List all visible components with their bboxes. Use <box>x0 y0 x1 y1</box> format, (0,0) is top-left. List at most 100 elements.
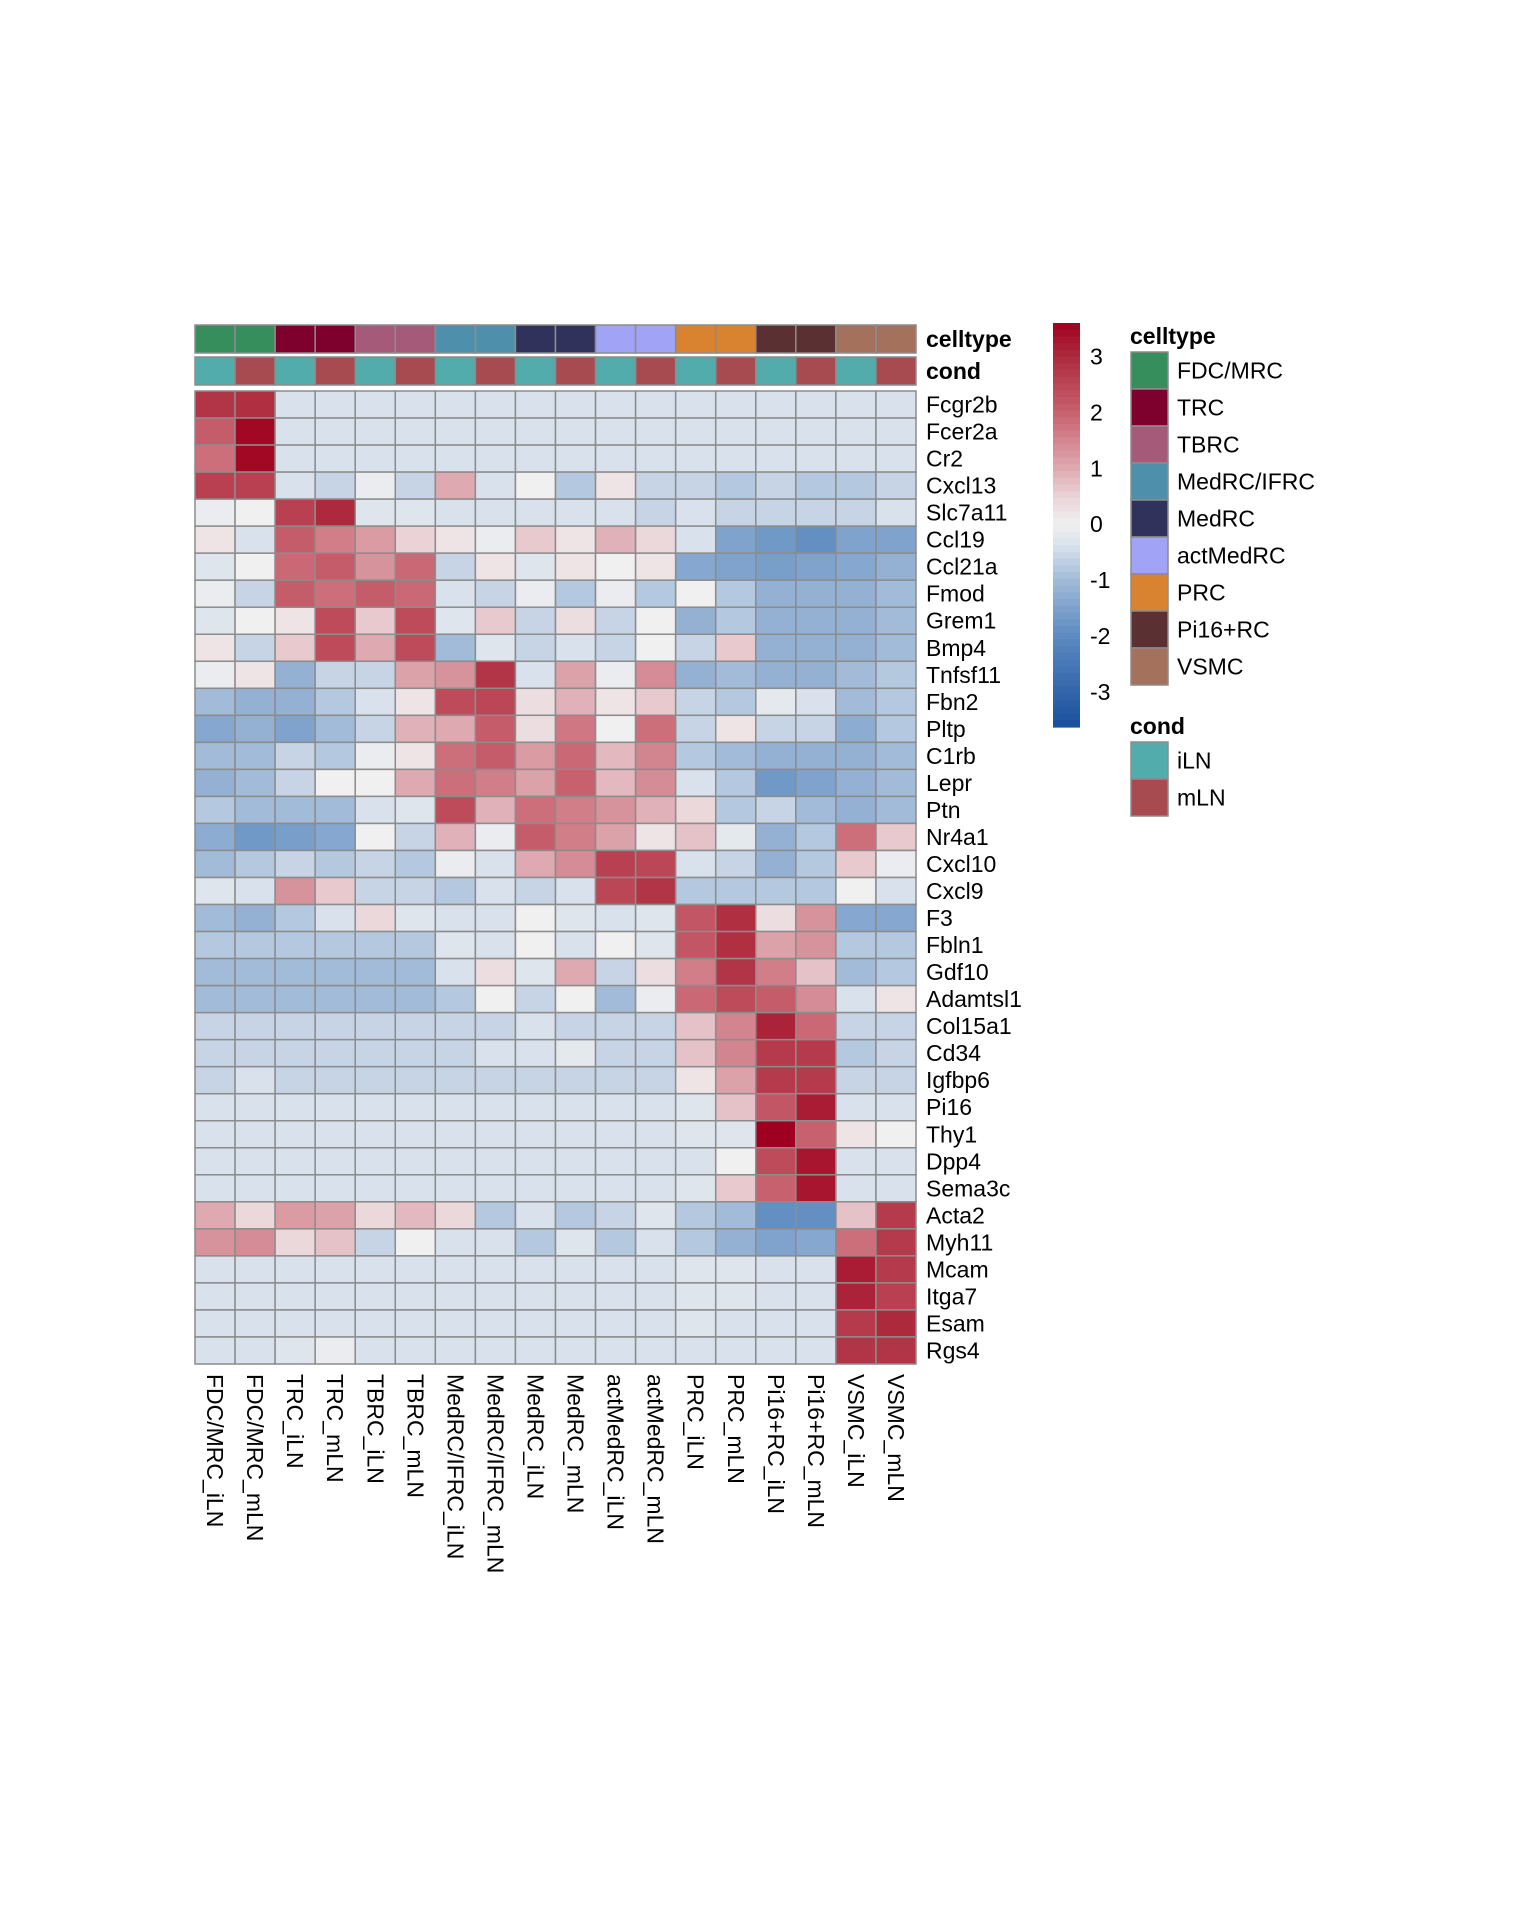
heatmap-cell <box>714 660 757 690</box>
heatmap-cell <box>674 1309 717 1338</box>
heatmap-cell <box>674 930 717 960</box>
heatmap-cell <box>394 1201 437 1230</box>
heatmap-cell <box>714 849 757 879</box>
heatmap-cell <box>634 1065 677 1095</box>
heatmap-cell <box>875 1228 917 1257</box>
legend-label: FDC/MRC <box>1177 358 1283 384</box>
colorbar-segment <box>1053 491 1080 499</box>
heatmap-cell <box>434 714 477 744</box>
heatmap-cell <box>594 1038 637 1068</box>
legend-swatch <box>1130 499 1169 538</box>
heatmap-cell <box>434 930 477 960</box>
heatmap-cell <box>474 498 517 527</box>
annotation-cell-celltype <box>194 324 236 354</box>
heatmap-cell <box>234 768 276 798</box>
heatmap-cell <box>394 849 437 879</box>
heatmap-cell <box>714 579 757 608</box>
heatmap-cell <box>274 444 316 473</box>
row-label: Cxcl13 <box>926 473 996 499</box>
heatmap-cell <box>795 1120 837 1149</box>
heatmap-cell <box>274 1120 316 1149</box>
annotation-cell-celltype <box>514 324 557 354</box>
heatmap-cell <box>795 1255 837 1284</box>
column-label: actMedRC_iLN <box>603 1374 629 1530</box>
heatmap-cell <box>194 606 236 636</box>
heatmap-cell <box>514 1092 557 1122</box>
heatmap-cell <box>795 498 837 527</box>
colorbar-segment <box>1053 619 1080 627</box>
heatmap-cell <box>634 822 677 852</box>
heatmap-cell <box>514 822 557 852</box>
heatmap-cell <box>394 1120 437 1149</box>
heatmap-cell <box>554 1255 597 1284</box>
heatmap-cell <box>795 741 837 771</box>
heatmap-cell <box>795 1201 837 1230</box>
heatmap-cell <box>755 1336 797 1365</box>
heatmap-cell <box>634 552 677 581</box>
heatmap-cell <box>394 390 437 419</box>
heatmap-cell <box>554 984 597 1014</box>
heatmap-cell <box>354 930 397 960</box>
heatmap-cell <box>634 1228 677 1257</box>
heatmap-cell <box>274 552 316 581</box>
heatmap-cell <box>795 390 837 419</box>
heatmap-cell <box>755 1147 797 1176</box>
colorbar-segment <box>1053 626 1080 634</box>
heatmap-cell <box>274 1228 316 1257</box>
heatmap-cell <box>194 471 236 500</box>
heatmap-cell <box>634 1309 677 1338</box>
heatmap-cell <box>755 957 797 987</box>
heatmap-cell <box>755 1038 797 1068</box>
heatmap-cell <box>634 714 677 744</box>
row-label: Pi16 <box>926 1094 972 1120</box>
heatmap-cell <box>354 444 397 473</box>
heatmap-cell <box>594 1228 637 1257</box>
heatmap-cell <box>674 1255 717 1284</box>
heatmap-cell <box>354 984 397 1014</box>
heatmap-cell <box>434 876 477 906</box>
heatmap-cell <box>755 687 797 717</box>
heatmap-cell <box>474 579 517 608</box>
heatmap-cell <box>634 660 677 690</box>
colorbar-segment <box>1053 551 1080 560</box>
heatmap-cell <box>434 552 477 581</box>
heatmap-cell <box>835 498 877 527</box>
heatmap-cell <box>594 525 637 554</box>
heatmap-cell <box>835 903 877 933</box>
heatmap-cell <box>314 579 356 608</box>
colorbar-segment <box>1053 363 1080 371</box>
heatmap-cell <box>234 417 276 446</box>
heatmap-cell <box>394 768 437 798</box>
heatmap-cell <box>514 1038 557 1068</box>
annotation-cell-celltype <box>755 324 797 354</box>
heatmap-cell <box>674 849 717 879</box>
annotation-cell-celltype <box>354 324 397 354</box>
heatmap-cell <box>474 1255 517 1284</box>
heatmap-cell <box>755 741 797 771</box>
heatmap-cell <box>835 660 877 690</box>
row-label: Lepr <box>926 770 972 796</box>
colorbar-segment <box>1053 531 1080 540</box>
row-label: Thy1 <box>926 1121 977 1147</box>
heatmap-cell <box>594 498 637 527</box>
column-label: VSMC_mLN <box>883 1374 909 1502</box>
heatmap-cell <box>394 1092 437 1122</box>
heatmap-cell <box>835 687 877 717</box>
legend-swatch <box>1130 462 1169 501</box>
colorbar-segment <box>1053 666 1080 674</box>
heatmap-cell <box>755 579 797 608</box>
annotation-cell-celltype <box>674 324 717 354</box>
annotation-cell-cond <box>194 356 236 386</box>
heatmap-cell <box>194 1336 236 1365</box>
heatmap-cell <box>634 957 677 987</box>
heatmap-cell <box>554 714 597 744</box>
heatmap-cell <box>594 1065 637 1095</box>
heatmap-cell <box>434 1174 477 1203</box>
heatmap-cell <box>594 1092 637 1122</box>
heatmap-cell <box>194 417 236 446</box>
annotation-cell-celltype <box>875 324 917 354</box>
heatmap-cell <box>474 984 517 1014</box>
row-labels: Fcgr2bFcer2aCr2Cxcl13Slc7a11Ccl19Ccl21aF… <box>926 392 1022 1364</box>
heatmap-cell <box>514 1309 557 1338</box>
